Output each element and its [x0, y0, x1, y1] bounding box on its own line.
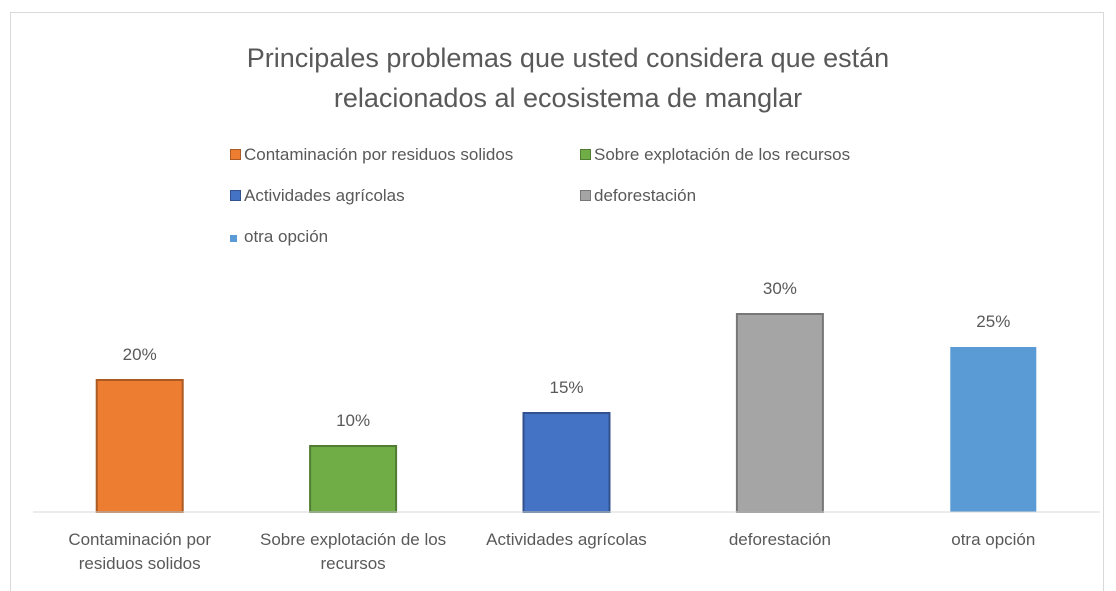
legend-item: deforestación — [580, 186, 696, 206]
x-tick-label: otra opción — [951, 530, 1036, 549]
bar — [309, 445, 398, 513]
legend-label: Contaminación por residuos solidos — [244, 145, 514, 164]
bar — [522, 412, 611, 513]
legend-swatch — [230, 149, 241, 160]
x-tick-label: Contaminación por residuos solidos — [68, 530, 212, 573]
legend-item: Sobre explotación de los recursos — [580, 145, 850, 165]
legend-swatch — [580, 190, 591, 201]
legend-label: deforestación — [594, 186, 697, 205]
data-label: 20% — [123, 345, 157, 364]
legend-item: otra opción — [230, 227, 328, 247]
x-tick-label: Actividades agrícolas — [486, 530, 647, 549]
x-tick-label: Sobre explotación de los recursos — [260, 530, 447, 573]
bar — [95, 379, 184, 513]
legend-item: Contaminación por residuos solidos — [230, 145, 513, 165]
legend-swatch — [230, 190, 241, 201]
chart-frame — [10, 12, 1104, 591]
data-label: 30% — [763, 279, 797, 298]
legend-swatch — [230, 235, 237, 242]
legend-label: Sobre explotación de los recursos — [594, 145, 851, 164]
bar — [950, 347, 1037, 512]
legend-swatch — [580, 149, 591, 160]
legend-label: Actividades agrícolas — [244, 186, 405, 205]
bar — [735, 313, 824, 513]
data-label: 10% — [336, 411, 370, 430]
x-tick-label: deforestación — [728, 530, 831, 549]
chart-title: Principales problemas que usted consider… — [246, 43, 890, 113]
data-label: 15% — [549, 378, 583, 397]
legend-item: Actividades agrícolas — [230, 186, 405, 206]
legend-label: otra opción — [244, 227, 329, 246]
data-label: 25% — [976, 312, 1010, 331]
